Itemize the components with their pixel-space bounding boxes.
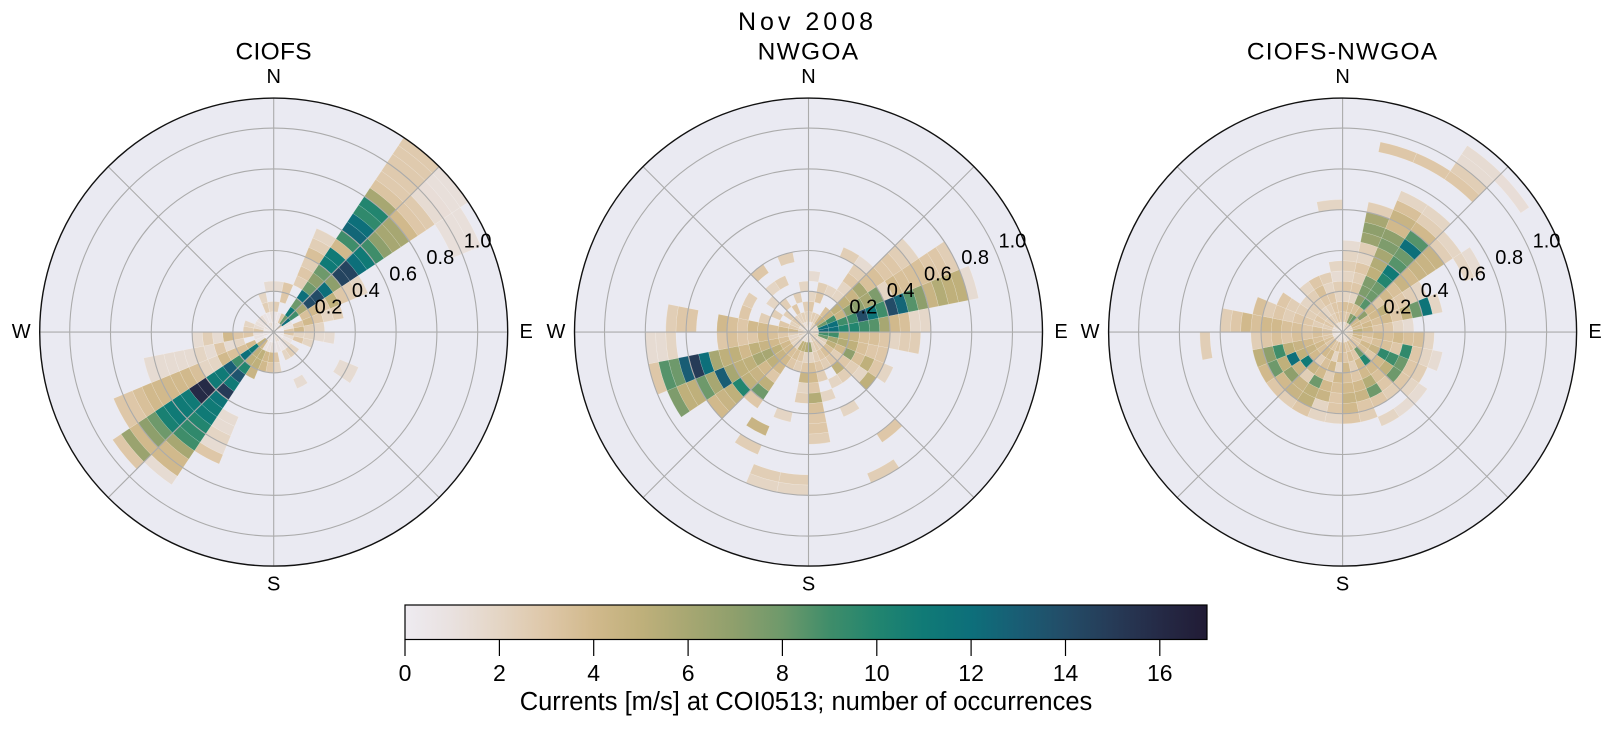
svg-text:S: S — [802, 574, 815, 596]
svg-text:W: W — [547, 321, 566, 343]
svg-text:W: W — [1081, 321, 1100, 343]
svg-text:6: 6 — [682, 660, 695, 686]
svg-text:0.8: 0.8 — [426, 247, 454, 269]
svg-text:Nov 2008: Nov 2008 — [738, 8, 877, 36]
svg-text:0.4: 0.4 — [1421, 280, 1449, 302]
svg-text:2: 2 — [493, 660, 506, 686]
svg-text:S: S — [1336, 574, 1349, 596]
svg-text:0.6: 0.6 — [389, 264, 417, 286]
svg-text:0.6: 0.6 — [924, 264, 952, 286]
svg-text:10: 10 — [864, 660, 890, 686]
svg-text:0.8: 0.8 — [961, 247, 989, 269]
svg-text:1.0: 1.0 — [1533, 230, 1561, 252]
svg-text:0.4: 0.4 — [887, 280, 915, 302]
svg-text:0.4: 0.4 — [352, 280, 380, 302]
svg-text:8: 8 — [776, 660, 789, 686]
svg-text:N: N — [801, 66, 815, 88]
svg-text:12: 12 — [958, 660, 984, 686]
svg-text:N: N — [266, 66, 280, 88]
svg-text:N: N — [1335, 66, 1349, 88]
svg-text:0.2: 0.2 — [315, 297, 343, 319]
svg-text:1.0: 1.0 — [464, 230, 492, 252]
svg-text:0: 0 — [399, 660, 412, 686]
svg-text:0.8: 0.8 — [1495, 247, 1523, 269]
svg-text:1.0: 1.0 — [998, 230, 1026, 252]
svg-text:4: 4 — [587, 660, 600, 686]
svg-text:0.6: 0.6 — [1458, 264, 1486, 286]
svg-text:W: W — [12, 321, 31, 343]
svg-text:E: E — [520, 321, 533, 343]
svg-text:CIOFS: CIOFS — [236, 39, 312, 66]
svg-text:CIOFS-NWGOA: CIOFS-NWGOA — [1247, 39, 1439, 66]
svg-text:NWGOA: NWGOA — [758, 39, 860, 66]
svg-text:0.2: 0.2 — [1383, 297, 1411, 319]
svg-text:S: S — [267, 574, 280, 596]
svg-text:16: 16 — [1147, 660, 1173, 686]
svg-text:E: E — [1054, 321, 1067, 343]
svg-text:14: 14 — [1053, 660, 1079, 686]
svg-text:0.2: 0.2 — [849, 297, 877, 319]
svg-text:E: E — [1588, 321, 1601, 343]
svg-text:Currents [m/s] at COI0513; num: Currents [m/s] at COI0513; number of occ… — [520, 688, 1093, 716]
